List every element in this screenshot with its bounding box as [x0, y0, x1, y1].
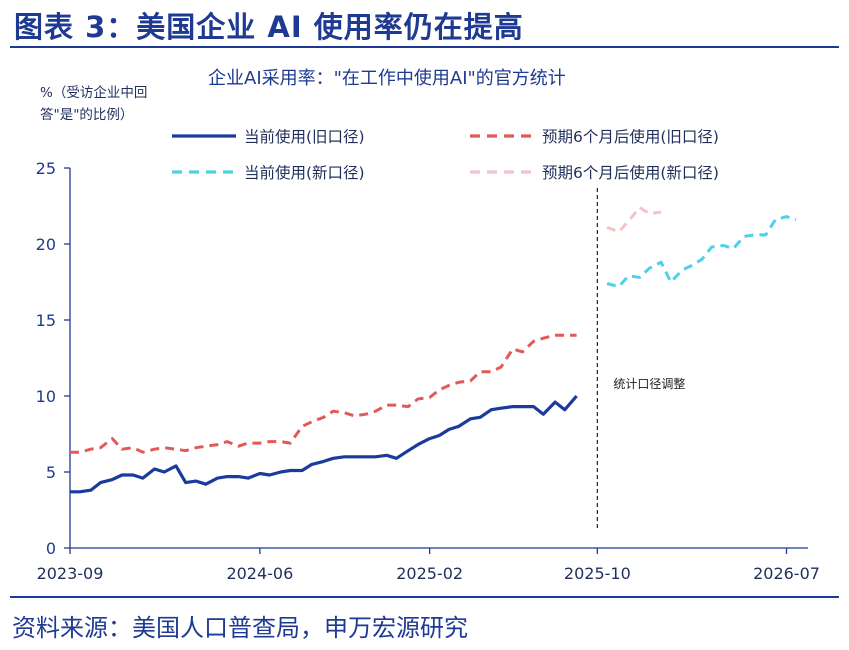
axes: 0 5 10 15 20 25 2023-09 2024-06 2025-02 2025-10 20… [36, 159, 820, 583]
x-tick-label: 2025-02 [396, 564, 463, 583]
annotation-group: 统计口径调整 [596, 188, 685, 528]
series-line-1 [70, 394, 578, 494]
y-tick-label: 25 [36, 159, 56, 178]
legend: 当前使用(旧口径) 预期6个月后使用(旧口径) 当前使用(新口径) 预期6个月后使用(… [172, 128, 719, 182]
x-tick-label: 2025-10 [564, 564, 631, 583]
x-tick-label: 2026-07 [753, 564, 820, 583]
series-line-4 [606, 206, 662, 234]
x-tick-label: 2023-09 [37, 564, 104, 583]
legend-label-2: 预期6个月后使用(旧口径) [542, 128, 719, 146]
annotation-text: 统计口径调整 [613, 376, 685, 391]
legend-label-1: 当前使用(旧口径) [244, 128, 365, 146]
figure-title: 图表 3：美国企业 AI 使用率仍在提高 [14, 10, 524, 44]
y-axis-label: %（受访企业中回答"是"的比例） [40, 85, 148, 123]
y-tick-label: 15 [36, 311, 56, 330]
y-tick-label: 0 [46, 539, 56, 558]
plot-area [69, 206, 797, 494]
y-tick-label: 10 [36, 387, 56, 406]
source-note: 资料来源：美国人口普查局，申万宏源研究 [12, 614, 468, 642]
x-tick-label: 2024-06 [226, 564, 293, 583]
source-rule [10, 596, 839, 598]
series-line-3 [606, 215, 797, 289]
legend-label-3: 当前使用(新口径) [244, 164, 365, 182]
chart-title: 企业AI采用率："在工作中使用AI"的官方统计 [208, 68, 566, 89]
legend-label-4: 预期6个月后使用(新口径) [542, 164, 719, 182]
y-tick-label: 20 [36, 235, 56, 254]
series-line-2 [70, 333, 577, 454]
title-rule [10, 46, 839, 48]
y-tick-label: 5 [46, 463, 56, 482]
line-chart: 当前使用(旧口径) 预期6个月后使用(旧口径) 当前使用(新口径) 预期6个月后使用(… [36, 128, 820, 583]
